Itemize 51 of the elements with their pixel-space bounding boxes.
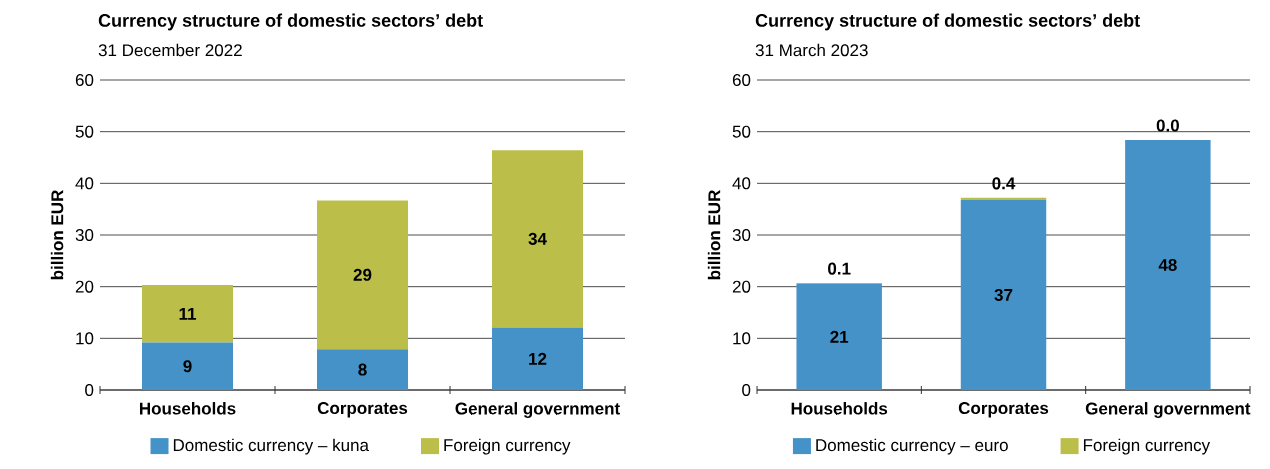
y-tick-label: 50 xyxy=(75,125,94,138)
data-label: 8 xyxy=(358,363,367,376)
y-tick-label: 10 xyxy=(76,332,94,345)
data-label: 29 xyxy=(353,268,372,281)
bar xyxy=(317,200,409,350)
data-label: 12 xyxy=(529,352,547,365)
bar xyxy=(796,283,882,390)
data-label: 37 xyxy=(994,288,1013,301)
y-tick-label: 60 xyxy=(732,73,751,87)
x-tick-label: Households xyxy=(139,402,236,415)
legend-label: Domestic currency – kuna xyxy=(173,438,369,455)
y-tick-label: 20 xyxy=(732,280,751,293)
y-tick-label: 30 xyxy=(75,228,94,242)
bar xyxy=(960,199,1047,390)
x-tick-label: Corporates xyxy=(317,402,408,418)
y-axis-title: billion EUR xyxy=(50,190,64,280)
bar xyxy=(142,285,234,343)
bar xyxy=(492,327,584,390)
data-label: 0.0 xyxy=(1156,119,1179,132)
bar xyxy=(317,349,409,390)
legend-label: Domestic currency – euro xyxy=(816,438,1008,455)
y-tick-label: 30 xyxy=(732,228,751,242)
x-tick-label: Households xyxy=(791,402,888,415)
chart-subtitle: 31 December 2022 xyxy=(98,43,242,57)
data-label: 0.1 xyxy=(828,262,851,275)
data-label: 48 xyxy=(1158,258,1177,271)
data-label: 34 xyxy=(528,232,547,245)
data-label: 11 xyxy=(179,307,197,320)
x-tick-label: General government xyxy=(1085,402,1251,418)
bar xyxy=(492,150,584,328)
y-tick-label: 0 xyxy=(742,383,751,397)
y-tick-label: 40 xyxy=(732,177,751,190)
x-tick-label: Corporates xyxy=(958,402,1049,418)
bar xyxy=(960,197,1047,200)
chart-title: Currency structure of domestic sectors’ debt xyxy=(755,13,1140,31)
data-label: 9 xyxy=(183,360,192,373)
bar xyxy=(1125,139,1211,390)
bar xyxy=(142,342,234,390)
x-tick-label: General government xyxy=(455,402,620,418)
y-axis-title: billion EUR xyxy=(707,190,721,280)
y-tick-label: 50 xyxy=(732,125,751,138)
y-tick-label: 60 xyxy=(75,73,94,87)
y-tick-label: 0 xyxy=(85,383,94,397)
chart-title: Currency structure of domestic sectors’ debt xyxy=(98,13,483,31)
legend-label: Foreign currency xyxy=(444,438,571,455)
y-tick-label: 10 xyxy=(733,332,751,345)
y-tick-label: 40 xyxy=(75,177,94,190)
y-tick-label: 20 xyxy=(75,280,94,293)
chart-subtitle: 31 March 2023 xyxy=(755,43,868,57)
legend-label: Foreign currency xyxy=(1083,438,1211,455)
data-label: 21 xyxy=(830,330,849,343)
